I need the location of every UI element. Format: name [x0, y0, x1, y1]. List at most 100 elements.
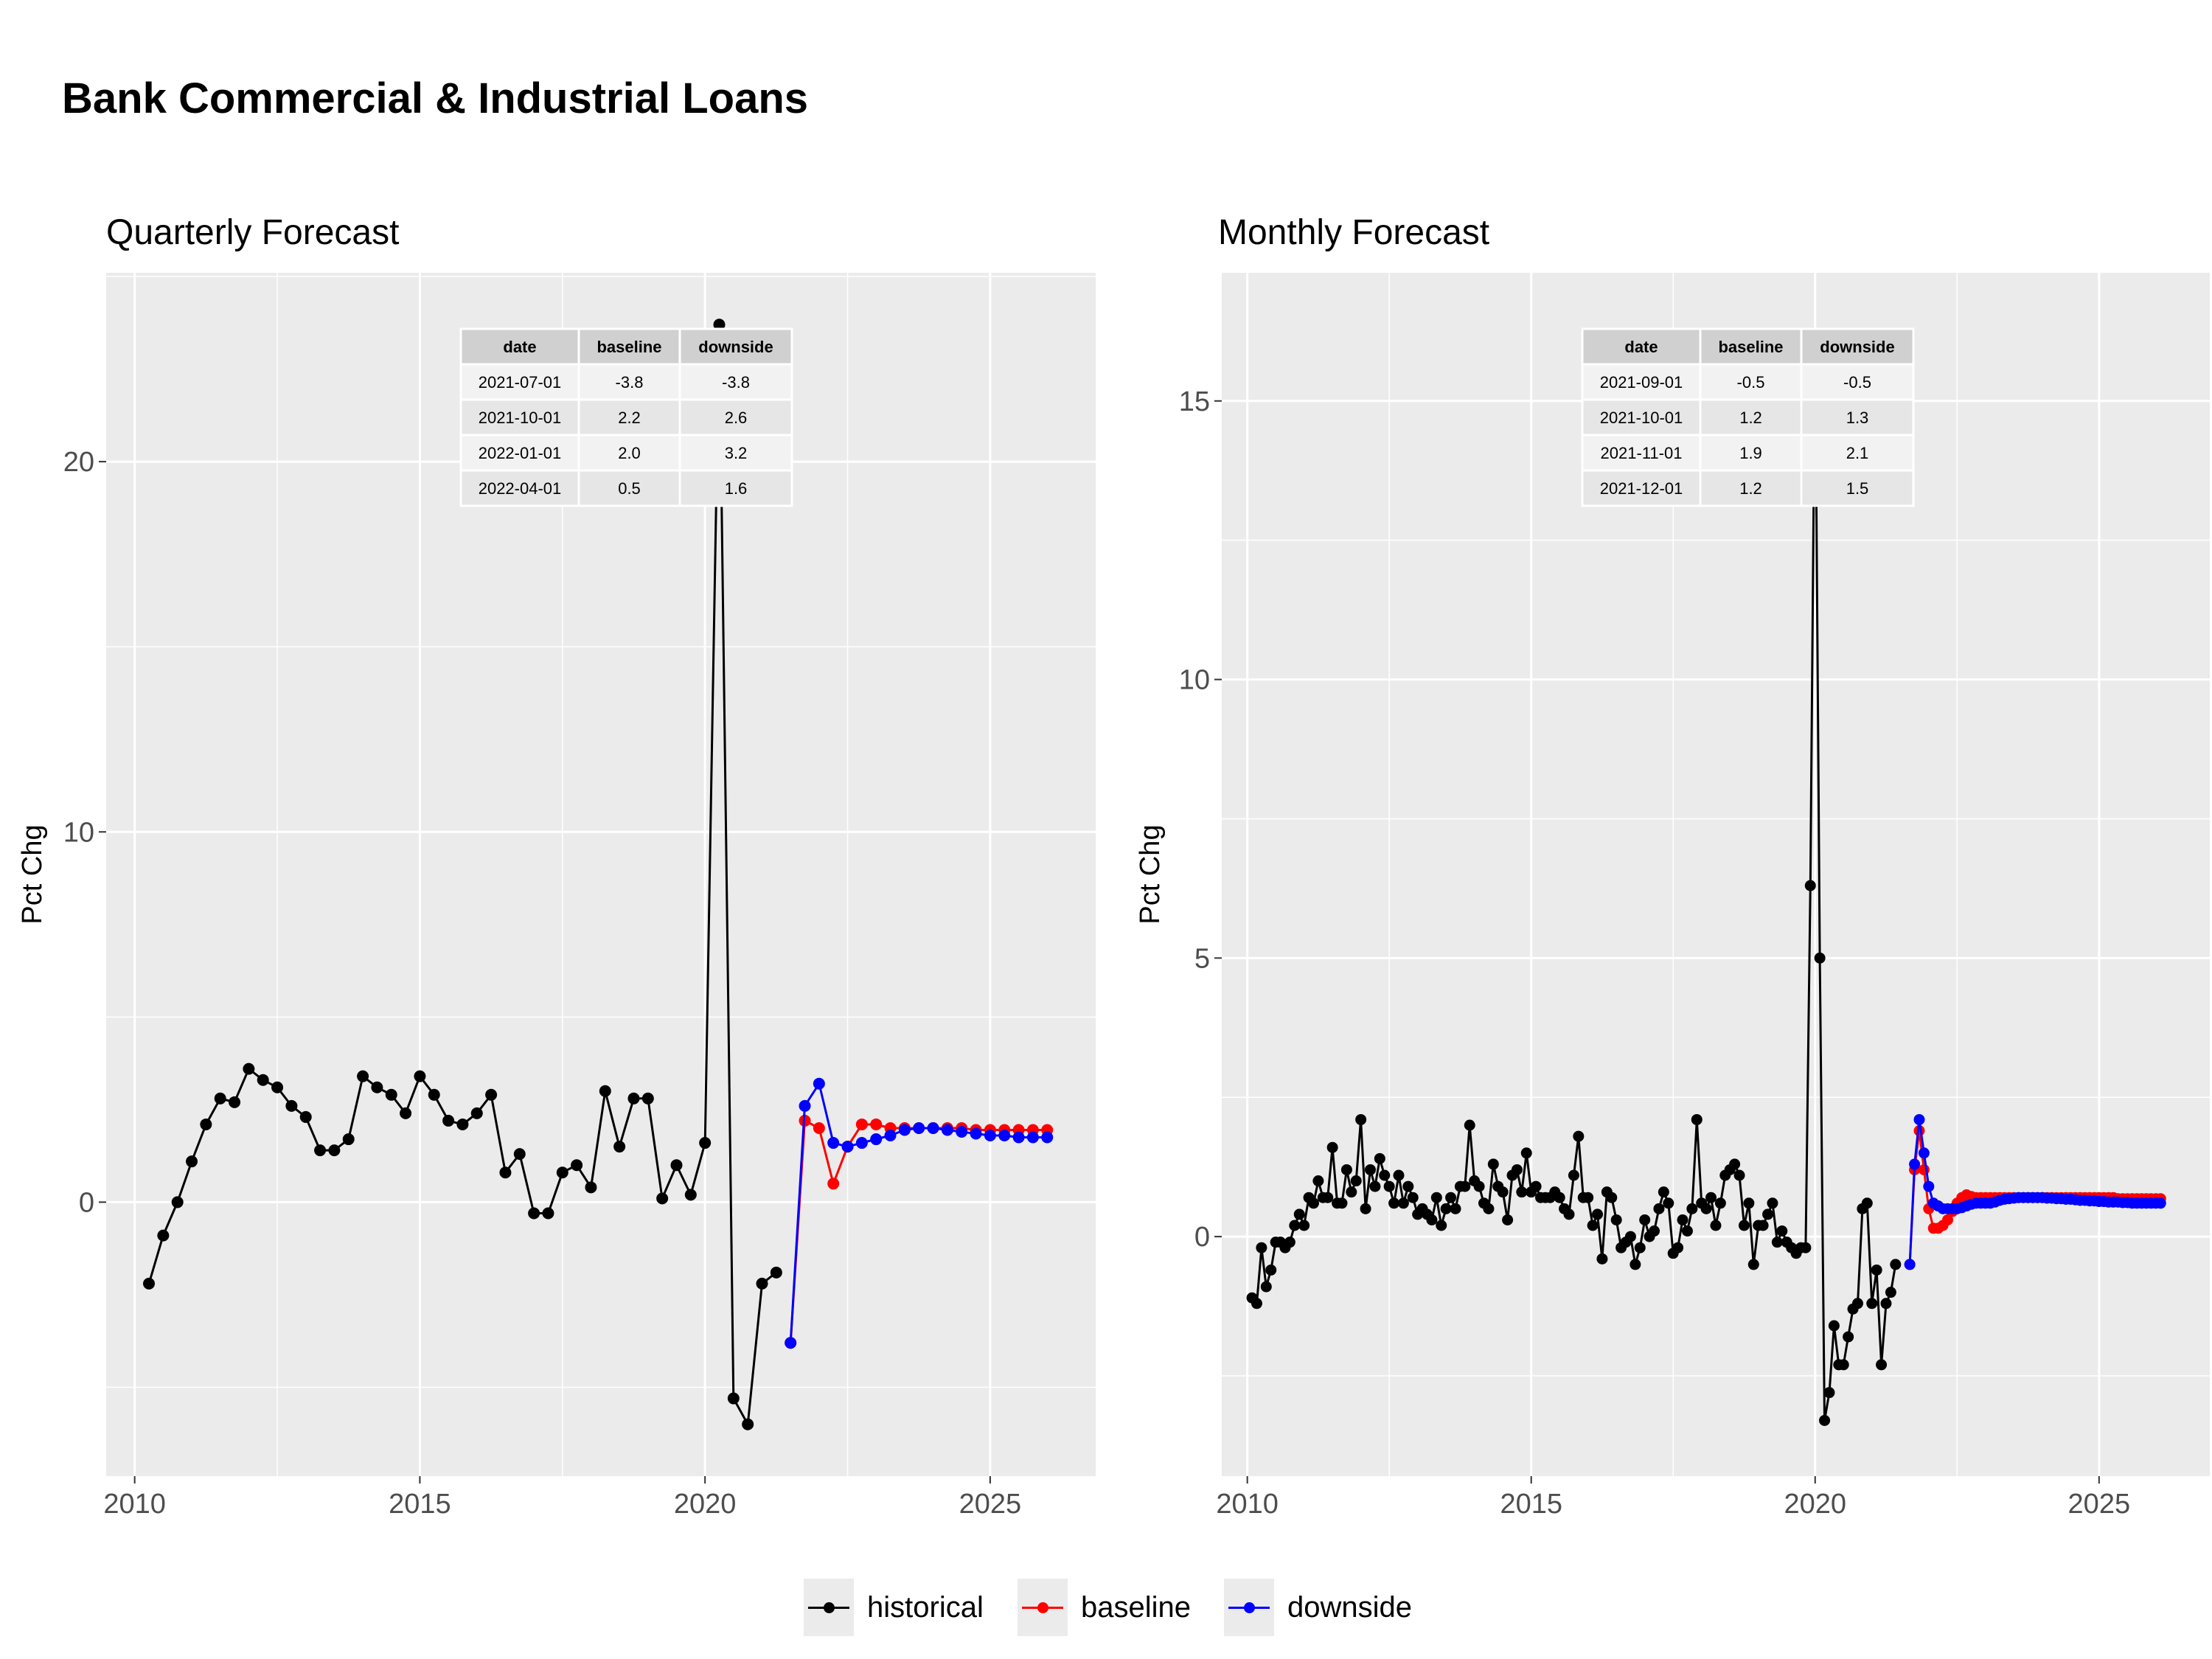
monthly-ytick-label: 15 — [1179, 386, 1210, 417]
quarterly-point-historical — [641, 1092, 654, 1105]
monthly-point-historical — [1587, 1220, 1599, 1231]
quarterly-table-cell — [459, 398, 580, 437]
monthly-point-historical — [1710, 1220, 1722, 1231]
quarterly-point-historical — [599, 1085, 611, 1097]
quarterly-point-historical — [456, 1118, 469, 1130]
monthly-point-historical — [1393, 1169, 1405, 1181]
quarterly-point-historical — [328, 1144, 341, 1157]
quarterly-table-value: 0.5 — [618, 479, 641, 498]
quarterly-point-historical — [485, 1088, 498, 1101]
monthly-point-historical — [1397, 1197, 1409, 1209]
quarterly-table-cell — [678, 469, 793, 507]
monthly-point-historical — [1819, 1414, 1831, 1426]
monthly-xtick-label: 2010 — [1216, 1489, 1279, 1520]
monthly-table-value: -0.5 — [1737, 373, 1765, 392]
quarterly-table-cell — [459, 469, 580, 507]
legend-label-downside: downside — [1287, 1590, 1413, 1624]
monthly-point-historical — [1511, 1164, 1523, 1175]
legend-item-historical: historical — [804, 1578, 984, 1637]
quarterly-point-historical — [571, 1159, 583, 1172]
monthly-point-historical — [1355, 1113, 1367, 1125]
quarterly-point-baseline — [827, 1178, 840, 1190]
quarterly-point-downside — [841, 1141, 854, 1153]
monthly-point-historical — [1326, 1141, 1338, 1153]
quarterly-table-value: 2022-04-01 — [479, 479, 562, 498]
quarterly-point-baseline — [813, 1121, 825, 1134]
quarterly-chart-title: Quarterly Forecast — [106, 213, 400, 252]
quarterly-table-header-baseline: baseline — [597, 338, 661, 356]
quarterly-point-historical — [157, 1229, 170, 1242]
quarterly-y-axis-label: Pct Chg — [17, 824, 48, 924]
monthly-point-historical — [1265, 1264, 1277, 1276]
quarterly-point-historical — [243, 1062, 255, 1075]
monthly-point-historical — [1634, 1242, 1646, 1253]
monthly-point-historical — [1289, 1220, 1301, 1231]
monthly-point-historical — [1686, 1203, 1698, 1214]
quarterly-point-historical — [257, 1074, 269, 1086]
quarterly-point-historical — [186, 1155, 198, 1168]
quarterly-point-downside — [1012, 1131, 1025, 1144]
monthly-y-axis-label: Pct Chg — [1135, 824, 1166, 924]
quarterly-table-cell — [678, 398, 793, 437]
monthly-chart-title: Monthly Forecast — [1218, 213, 1490, 252]
monthly-point-downside — [1918, 1147, 1930, 1159]
monthly-point-historical — [1568, 1169, 1579, 1181]
monthly-table-value: 1.5 — [1846, 479, 1869, 498]
quarterly-point-historical — [271, 1081, 284, 1093]
monthly-point-historical — [1639, 1214, 1651, 1225]
monthly-point-historical — [1630, 1259, 1641, 1270]
quarterly-table-cell — [577, 398, 681, 437]
monthly-table-cell — [1800, 434, 1915, 472]
monthly-point-historical — [1610, 1214, 1622, 1225]
legend-label-baseline: baseline — [1081, 1590, 1192, 1624]
monthly-point-historical — [1672, 1242, 1684, 1253]
quarterly-point-historical — [342, 1133, 355, 1146]
monthly-table-cell — [1581, 469, 1702, 507]
quarterly-point-historical — [385, 1088, 397, 1101]
quarterly-point-historical — [627, 1092, 640, 1105]
monthly-point-historical — [1440, 1203, 1452, 1214]
quarterly-table-header-date: date — [503, 338, 536, 356]
quarterly-ytick-label: 0 — [79, 1187, 94, 1218]
quarterly-table-value: 2.0 — [618, 444, 641, 462]
quarterly-ytick-label: 10 — [63, 817, 94, 848]
monthly-point-historical — [1771, 1237, 1783, 1248]
monthly-table-header-downside: downside — [1820, 338, 1894, 356]
quarterly-point-historical — [670, 1159, 683, 1172]
monthly-point-historical — [1851, 1298, 1863, 1310]
legend-item-baseline: baseline — [1018, 1578, 1191, 1637]
monthly-point-historical — [1885, 1287, 1896, 1298]
quarterly-table-cell — [459, 434, 580, 472]
monthly-point-historical — [1379, 1169, 1391, 1181]
quarterly-point-historical — [699, 1137, 712, 1150]
page-title: Bank Commercial & Industrial Loans — [62, 74, 809, 122]
monthly-point-historical — [1738, 1220, 1750, 1231]
monthly-ytick-label: 0 — [1194, 1222, 1210, 1253]
monthly-point-historical — [1502, 1214, 1514, 1225]
monthly-point-historical — [1445, 1192, 1457, 1203]
quarterly-point-downside — [984, 1130, 996, 1142]
quarterly-table-value: -3.8 — [722, 373, 750, 392]
monthly-point-historical — [1762, 1208, 1774, 1220]
monthly-point-historical — [1402, 1180, 1414, 1192]
quarterly-point-historical — [613, 1141, 626, 1153]
monthly-point-historical — [1473, 1180, 1485, 1192]
monthly-point-downside — [2154, 1197, 2166, 1209]
monthly-table-cell — [1581, 434, 1702, 472]
quarterly-point-downside — [827, 1137, 840, 1150]
monthly-table-header-date: date — [1624, 338, 1658, 356]
monthly-point-historical — [1606, 1192, 1618, 1203]
monthly-point-historical — [1350, 1175, 1362, 1187]
legend-key-historical — [804, 1579, 854, 1636]
monthly-point-historical — [1450, 1203, 1461, 1214]
monthly-table-cell — [1800, 469, 1915, 507]
monthly-point-historical — [1364, 1164, 1376, 1175]
quarterly-xtick-label: 2020 — [674, 1489, 737, 1520]
monthly-point-historical — [1866, 1298, 1878, 1310]
monthly-point-historical — [1747, 1259, 1759, 1270]
monthly-point-historical — [1876, 1359, 1888, 1371]
monthly-table-value: 1.9 — [1739, 444, 1762, 462]
quarterly-point-baseline — [855, 1118, 868, 1130]
quarterly-xtick-label: 2010 — [103, 1489, 166, 1520]
